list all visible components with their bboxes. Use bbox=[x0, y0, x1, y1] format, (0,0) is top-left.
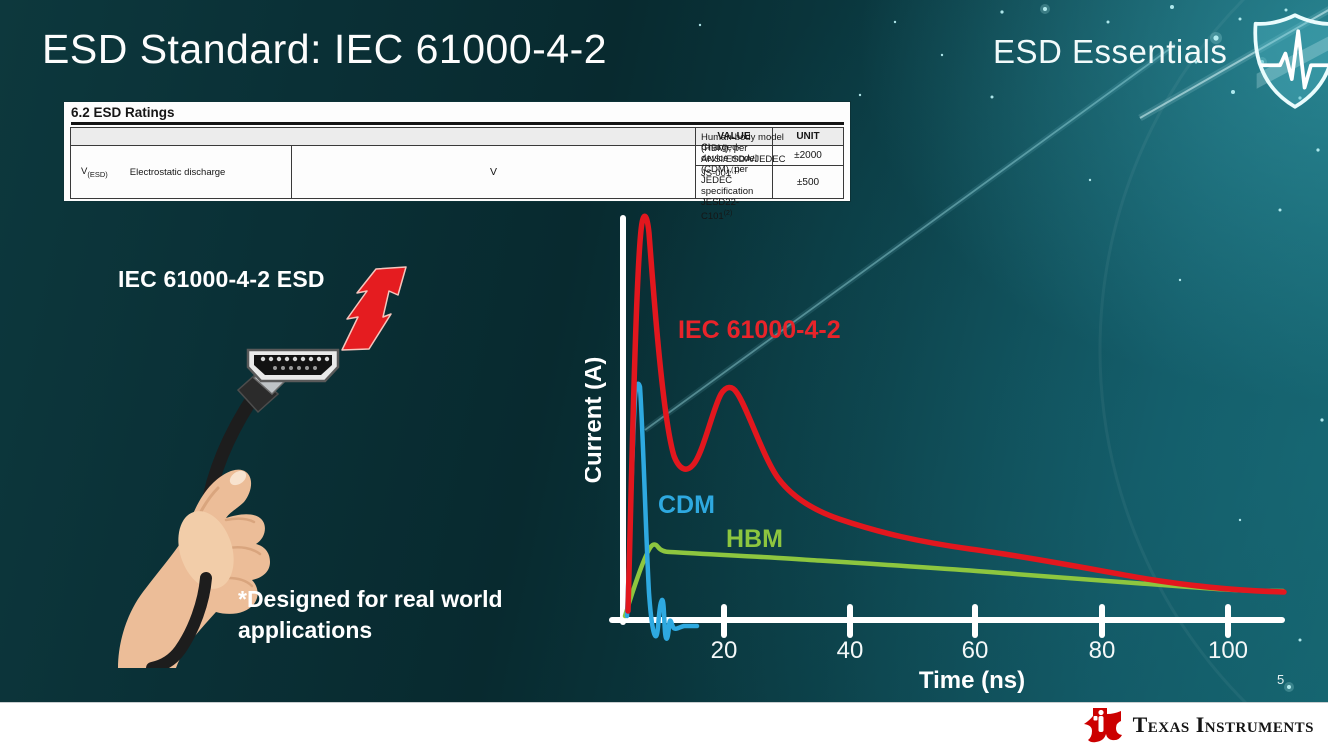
hbm-value-cell: ±2000 bbox=[772, 145, 843, 165]
brand-name: Texas Instruments bbox=[1132, 711, 1314, 737]
cdm-value-cell: ±500 bbox=[772, 165, 843, 198]
illustration-label: IEC 61000-4-2 ESD bbox=[118, 266, 325, 292]
cable-lower bbox=[146, 572, 212, 668]
iec-curve bbox=[625, 213, 1287, 614]
lightning-bolt-icon bbox=[341, 266, 407, 351]
x-tick-100: 100 bbox=[1208, 637, 1248, 664]
unit-cell: V bbox=[291, 145, 695, 198]
row-label: Electrostatic discharge bbox=[129, 166, 226, 178]
footnote: *Designed for real world applications bbox=[238, 584, 503, 646]
table-section-title: 6.2 ESD Ratings bbox=[71, 105, 844, 125]
shield-pulse-icon bbox=[1253, 13, 1328, 109]
header-value: VALUE bbox=[695, 128, 772, 145]
page-number: 5 bbox=[1277, 672, 1285, 687]
page-title: ESD Standard: IEC 61000-4-2 bbox=[42, 26, 608, 72]
program-badge-label: ESD Essentials bbox=[993, 33, 1228, 70]
x-tick-60: 60 bbox=[962, 637, 989, 664]
x-tick-labels: 20 40 60 80 100 bbox=[711, 637, 1248, 664]
symbol: V(ESD) bbox=[81, 165, 108, 179]
header-blank-cell bbox=[71, 128, 695, 145]
hand-illustration bbox=[118, 469, 270, 668]
chart-axes bbox=[609, 215, 1285, 638]
ratings-table: VALUE UNIT V(ESD) Electrostatic discharg… bbox=[70, 127, 844, 222]
esd-ratings-table-panel: 6.2 ESD Ratings VALUE UNIT V(ESD) Electr… bbox=[64, 102, 850, 222]
esd-waveform-chart: IEC 61000-4-2 CDM HBM 20 40 60 80 100 Ti… bbox=[585, 213, 1287, 694]
header-unit: UNIT bbox=[772, 128, 843, 145]
hdmi-connector-icon bbox=[246, 348, 340, 383]
footer-bar: Texas Instruments bbox=[0, 702, 1328, 746]
hbm-description-cell: Human-body model (HBM), per ANSI/ESDA/JE… bbox=[695, 132, 785, 179]
x-axis-title: Time (ns) bbox=[919, 667, 1025, 694]
x-tick-40: 40 bbox=[837, 637, 864, 664]
cdm-curve-label: CDM bbox=[658, 491, 715, 519]
iec-curve-label: IEC 61000-4-2 bbox=[678, 316, 841, 344]
symbol-cell: V(ESD) Electrostatic discharge bbox=[71, 145, 291, 198]
y-axis-title: Current (A) bbox=[585, 357, 607, 484]
cdm-description-cell: Charged-device model (CDM), per JEDEC sp… bbox=[695, 142, 772, 222]
footnote-line-2: applications bbox=[238, 617, 373, 643]
x-tick-80: 80 bbox=[1089, 637, 1116, 664]
footnote-line-1: *Designed for real world bbox=[238, 586, 503, 612]
x-tick-20: 20 bbox=[711, 637, 738, 664]
ti-logo-icon bbox=[1083, 707, 1122, 742]
hand-holding-connector-illustration bbox=[118, 266, 407, 668]
hbm-curve-label: HBM bbox=[726, 525, 783, 553]
